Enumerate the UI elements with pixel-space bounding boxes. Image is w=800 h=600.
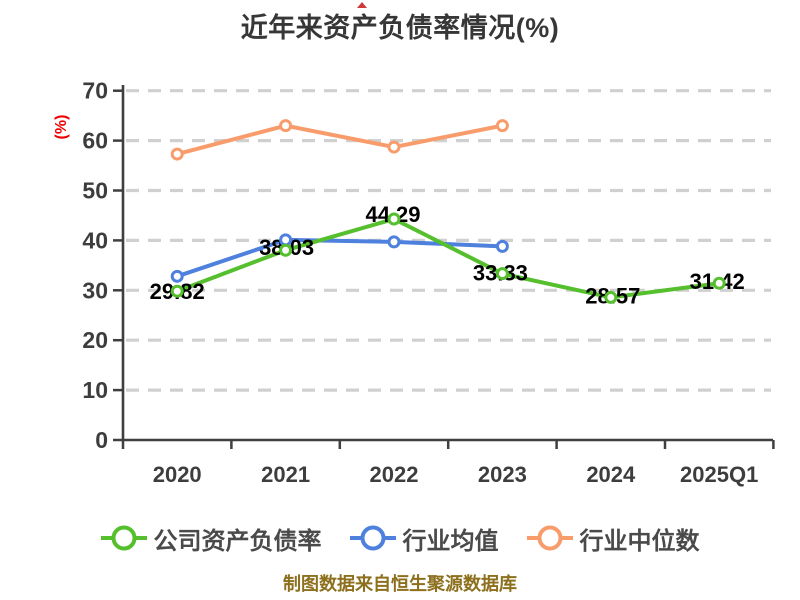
- chart-title: 近年来资产负债率情况(%): [240, 13, 560, 43]
- legend-marker-icon: [100, 525, 147, 551]
- data-point-industry-average: [495, 239, 509, 253]
- x-tick-label: 2022: [370, 462, 419, 487]
- data-point-industry-median: [279, 119, 293, 133]
- legend-item-industry-median: 行业中位数: [526, 521, 700, 556]
- data-point-company-debt-ratio: [495, 267, 509, 281]
- x-tick-label: 2023: [478, 462, 527, 487]
- x-tick-label: 2024: [586, 462, 636, 487]
- data-point-industry-median: [170, 147, 184, 161]
- data-point-company-debt-ratio: [387, 212, 401, 226]
- legend-item-company-debt-ratio: 公司资产负债率: [100, 521, 322, 556]
- series-line-industry-median: [175, 123, 505, 157]
- data-point-industry-average: [170, 269, 184, 283]
- legend: 公司资产负债率 行业均值 行业中位数: [0, 518, 800, 558]
- data-point-industry-median: [387, 140, 401, 154]
- series-line-company-debt-ratio: [175, 216, 722, 300]
- y-tick-label: 30: [82, 277, 108, 303]
- x-tick-label: 2025Q1: [680, 462, 758, 487]
- source-note: 制图数据来自恒生聚源数据库: [283, 574, 517, 594]
- legend-item-industry-average: 行业均值: [349, 521, 499, 556]
- y-tick-label: 60: [82, 128, 108, 154]
- data-point-industry-average: [387, 235, 401, 249]
- y-tick-label: 10: [82, 377, 108, 403]
- data-point-industry-average: [279, 233, 293, 247]
- legend-marker-icon: [349, 525, 396, 551]
- data-point-industry-median: [495, 119, 509, 133]
- data-point-company-debt-ratio: [712, 276, 726, 290]
- y-tick-label: 50: [82, 178, 108, 204]
- legend-marker-icon: [526, 525, 573, 551]
- data-point-company-debt-ratio: [604, 290, 618, 304]
- data-point-company-debt-ratio: [170, 284, 184, 298]
- legend-label: 公司资产负债率: [153, 527, 322, 555]
- data-point-company-debt-ratio: [279, 243, 293, 257]
- legend-label: 行业均值: [402, 527, 499, 555]
- y-tick-label: 20: [82, 327, 108, 353]
- y-tick-label: 0: [95, 427, 108, 453]
- legend-label: 行业中位数: [579, 527, 700, 555]
- title-caret-mark: [357, 2, 367, 8]
- x-tick-label: 2020: [153, 462, 202, 487]
- y-tick-label: 40: [82, 227, 108, 253]
- x-tick-label: 2021: [261, 462, 310, 487]
- y-tick-label: 70: [82, 78, 108, 104]
